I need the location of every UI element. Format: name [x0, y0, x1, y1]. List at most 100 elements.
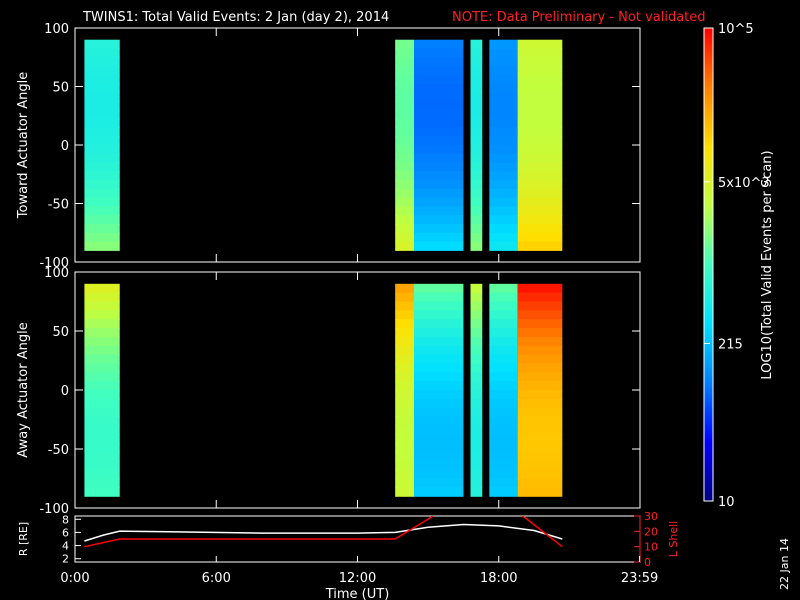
- heatmap-cell: [489, 372, 518, 382]
- heatmap-cell: [489, 345, 518, 356]
- heatmap-cell: [517, 434, 563, 444]
- heatmap-cell: [414, 398, 464, 409]
- heatmap-cell: [517, 451, 563, 462]
- heatmap-cell: [395, 407, 414, 418]
- heatmap-segment: [489, 39, 518, 251]
- heatmap-cell: [414, 416, 464, 426]
- heatmap-cell: [470, 39, 483, 50]
- heatmap-cell: [489, 127, 518, 137]
- heatmap-cell: [395, 241, 414, 251]
- heatmap-cell: [84, 372, 120, 382]
- heatmap-cell: [84, 363, 120, 373]
- heatmap-cell: [470, 336, 483, 347]
- heatmap-cell: [414, 127, 464, 137]
- heatmap-cell: [470, 101, 483, 111]
- heatmap-cell: [414, 101, 464, 111]
- heatmap-cell: [395, 363, 414, 373]
- heatmap-cell: [470, 66, 483, 76]
- heatmap-segment: [395, 39, 414, 251]
- heatmap-cell: [470, 487, 483, 497]
- heatmap-cell: [395, 451, 414, 462]
- heatmap-cell: [395, 487, 414, 497]
- heatmap-cell: [84, 92, 120, 102]
- heatmap-cell: [395, 434, 414, 444]
- x-tick-label: 18:00: [480, 571, 517, 586]
- heatmap-cell: [414, 162, 464, 172]
- heatmap-cell: [470, 292, 483, 303]
- heatmap-cell: [414, 443, 464, 453]
- heatmap-cell: [517, 57, 563, 67]
- heatmap-cell: [84, 162, 120, 172]
- heatmap-cell: [414, 92, 464, 102]
- heatmap-cell: [414, 145, 464, 155]
- y-tick-label: 4: [62, 540, 69, 553]
- heatmap-cell: [470, 328, 483, 338]
- heatmap-cell: [489, 460, 518, 471]
- heatmap-cell: [470, 434, 483, 444]
- heatmap-cell: [489, 354, 518, 365]
- x-axis-label: Time (UT): [325, 587, 390, 600]
- heatmap-cell: [517, 145, 563, 155]
- heatmap-cell: [84, 310, 120, 320]
- heatmap-cell: [395, 83, 414, 93]
- heatmap-cell: [84, 171, 120, 181]
- heatmap-cell: [517, 92, 563, 102]
- heatmap-cell: [470, 469, 483, 480]
- heatmap-cell: [517, 381, 563, 391]
- heatmap-cell: [414, 354, 464, 365]
- preliminary-note: NOTE: Data Preliminary - Not validated: [452, 10, 706, 25]
- heatmap-cell: [470, 390, 483, 400]
- heatmap-cell: [517, 301, 563, 311]
- date-stamp: 22 Jan 14: [778, 538, 791, 590]
- x-tick-label: 0:00: [60, 571, 89, 586]
- heatmap-cell: [395, 319, 414, 329]
- heatmap-cell: [489, 398, 518, 409]
- heatmap-cell: [84, 39, 120, 50]
- heatmap-cell: [414, 381, 464, 391]
- heatmap-cell: [470, 478, 483, 488]
- heatmap-cell: [470, 381, 483, 391]
- heatmap-cell: [489, 145, 518, 155]
- heatmap-cell: [395, 180, 414, 190]
- heatmap-cell: [517, 118, 563, 129]
- heatmap-cell: [395, 381, 414, 391]
- heatmap-cell: [414, 118, 464, 129]
- heatmap-cell: [414, 336, 464, 347]
- heatmap-cell: [470, 451, 483, 462]
- heatmap-cell: [470, 232, 483, 243]
- heatmap-segment: [470, 39, 483, 251]
- heatmap-cell: [517, 390, 563, 400]
- heatmap-cell: [517, 328, 563, 338]
- heatmap-cell: [470, 223, 483, 234]
- heatmap-cell: [489, 92, 518, 102]
- heatmap-cell: [470, 345, 483, 356]
- heatmap-cell: [489, 188, 518, 199]
- heatmap-cell: [395, 301, 414, 311]
- heatmap-cell: [517, 363, 563, 373]
- heatmap-cell: [84, 136, 120, 146]
- y-tick-label: 50: [52, 81, 69, 96]
- heatmap-cell: [517, 416, 563, 426]
- heatmap-cell: [517, 398, 563, 409]
- heatmap-cell: [414, 487, 464, 497]
- heatmap-cell: [414, 283, 464, 294]
- heatmap-cell: [517, 180, 563, 190]
- heatmap-cell: [517, 372, 563, 382]
- heatmap-cell: [84, 434, 120, 444]
- heatmap-cell: [414, 83, 464, 93]
- heatmap-cell: [517, 188, 563, 199]
- heatmap-cell: [395, 292, 414, 303]
- heatmap-cell: [470, 127, 483, 137]
- y-tick-label: -50: [48, 443, 69, 458]
- heatmap-cell: [84, 292, 120, 303]
- heatmap-cell: [84, 487, 120, 497]
- heatmap-cell: [84, 469, 120, 480]
- heatmap-cell: [84, 215, 120, 225]
- heatmap-cell: [414, 292, 464, 303]
- heatmap-cell: [470, 83, 483, 93]
- heatmap-cell: [395, 416, 414, 426]
- y-tick-label: 0: [61, 139, 69, 154]
- x-tick-label: 23:59: [621, 571, 658, 586]
